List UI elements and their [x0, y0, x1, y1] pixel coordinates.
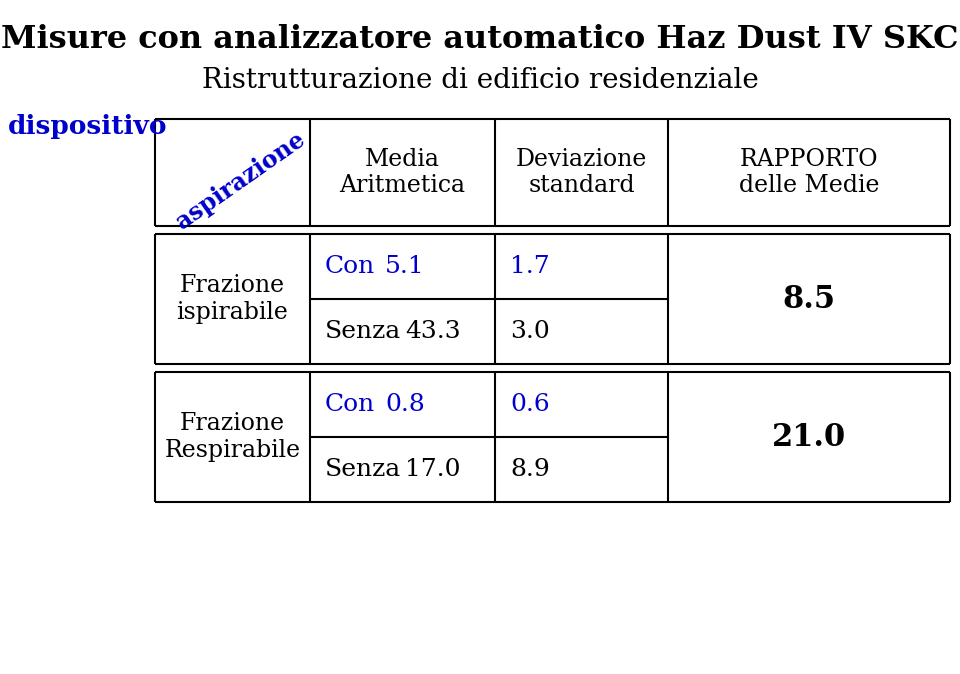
Text: Senza: Senza: [325, 458, 401, 481]
Text: 21.0: 21.0: [772, 421, 846, 452]
Text: Ristrutturazione di edificio residenziale: Ristrutturazione di edificio residenzial…: [202, 67, 758, 94]
Text: 0.8: 0.8: [385, 393, 424, 416]
Text: Deviazione
standard: Deviazione standard: [516, 148, 647, 197]
Text: Misure con analizzatore automatico Haz Dust IV SKC: Misure con analizzatore automatico Haz D…: [1, 24, 959, 55]
Text: 0.6: 0.6: [510, 393, 550, 416]
Text: Media
Aritmetica: Media Aritmetica: [340, 148, 466, 197]
Text: 5.1: 5.1: [385, 255, 424, 278]
Text: dispositivo: dispositivo: [8, 114, 167, 139]
Text: Con: Con: [325, 393, 375, 416]
Text: Frazione
Respirabile: Frazione Respirabile: [164, 412, 300, 462]
Text: 3.0: 3.0: [510, 320, 550, 343]
Text: Frazione
ispirabile: Frazione ispirabile: [177, 274, 288, 324]
Text: 17.0: 17.0: [405, 458, 461, 481]
Text: 1.7: 1.7: [510, 255, 550, 278]
Text: 8.9: 8.9: [510, 458, 550, 481]
Text: RAPPORTO
delle Medie: RAPPORTO delle Medie: [739, 148, 879, 197]
Text: aspirazione: aspirazione: [172, 127, 310, 234]
Text: 43.3: 43.3: [405, 320, 461, 343]
Text: 8.5: 8.5: [782, 284, 835, 315]
Text: Con: Con: [325, 255, 375, 278]
Text: Senza: Senza: [325, 320, 401, 343]
